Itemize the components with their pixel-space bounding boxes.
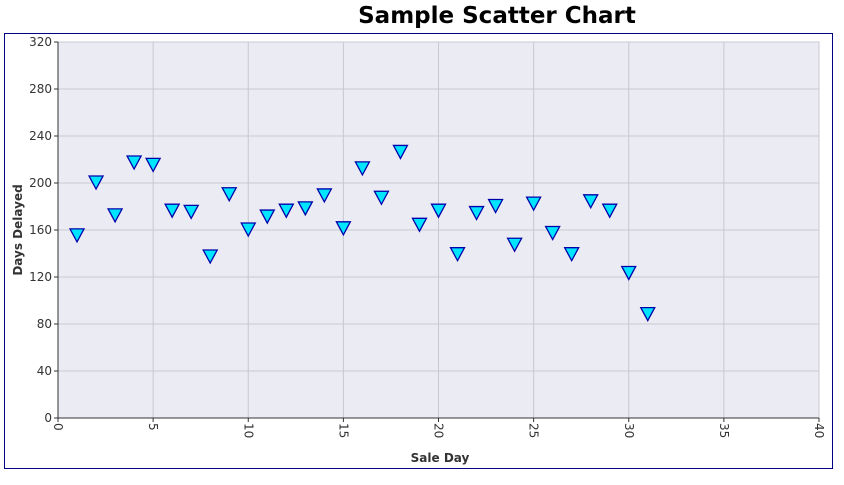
data-point [601, 203, 618, 219]
y-tick-label: 120 [29, 270, 52, 284]
y-tick-label: 0 [44, 411, 52, 425]
data-point [639, 306, 656, 322]
data-point [620, 265, 637, 281]
data-point [487, 198, 504, 214]
y-axis-ticks: 0 40 80 120 160 200 240 280 320 [29, 35, 58, 425]
chart-title: Sample Scatter Chart [358, 3, 636, 29]
data-point [164, 203, 181, 219]
data-point [430, 203, 447, 219]
data-point [106, 208, 124, 224]
data-point [183, 204, 200, 220]
data-point [126, 155, 143, 171]
y-tick-label: 160 [29, 223, 52, 237]
data-point [544, 225, 561, 241]
data-point [145, 157, 162, 173]
gridlines [58, 41, 820, 418]
data-point [449, 247, 466, 263]
data-point [468, 205, 485, 221]
x-tick-label: 5 [146, 423, 160, 431]
data-point [87, 175, 105, 191]
x-tick-label: 30 [622, 423, 636, 438]
x-tick-label: 0 [51, 423, 65, 431]
y-tick-label: 200 [29, 176, 52, 190]
x-tick-label: 35 [717, 423, 731, 438]
x-tick-label: 15 [336, 423, 350, 438]
x-axis-ticks: 0 5 10 15 20 25 30 35 40 [51, 418, 826, 438]
data-point [202, 249, 219, 265]
data-point [240, 222, 257, 238]
data-points [68, 144, 656, 322]
x-tick-label: 25 [527, 423, 541, 438]
data-point [582, 194, 599, 210]
y-tick-label: 320 [29, 35, 52, 49]
y-tick-label: 80 [37, 317, 52, 331]
x-axis-title: Sale Day [411, 451, 470, 465]
x-tick-label: 40 [812, 423, 826, 438]
data-point [68, 228, 86, 244]
x-tick-label: 20 [432, 423, 446, 438]
y-tick-label: 240 [29, 129, 52, 143]
y-axis-title: Days Delayed [11, 184, 25, 275]
data-point [335, 221, 352, 237]
data-point [373, 190, 390, 206]
data-point [563, 247, 580, 263]
data-point [411, 217, 428, 233]
y-tick-label: 40 [37, 364, 52, 378]
data-point [297, 201, 314, 217]
data-point [221, 187, 238, 203]
data-point [278, 203, 295, 219]
data-point [506, 237, 523, 253]
data-point [392, 144, 409, 160]
x-tick-label: 10 [241, 423, 255, 438]
data-point [259, 209, 276, 225]
y-tick-label: 280 [29, 82, 52, 96]
data-point [525, 196, 542, 212]
data-point [316, 188, 333, 204]
data-point [354, 161, 371, 177]
